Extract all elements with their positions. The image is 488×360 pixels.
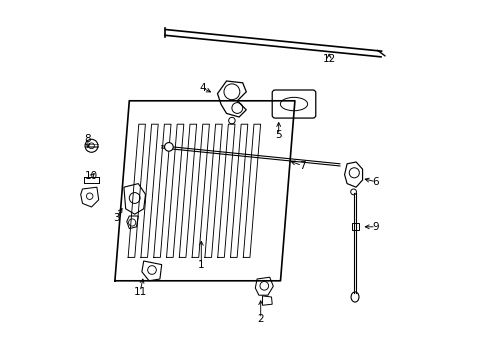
Text: 9: 9	[372, 222, 378, 232]
Text: 5: 5	[275, 130, 282, 140]
Text: 12: 12	[322, 54, 335, 64]
Text: 8: 8	[84, 134, 91, 144]
Text: 4: 4	[200, 83, 206, 93]
Text: 7: 7	[298, 161, 305, 171]
Text: 10: 10	[85, 171, 98, 181]
Text: 3: 3	[113, 213, 120, 223]
Text: 1: 1	[198, 260, 204, 270]
Text: 11: 11	[133, 287, 146, 297]
Circle shape	[164, 143, 173, 151]
Text: 6: 6	[372, 177, 378, 187]
Text: 2: 2	[257, 314, 264, 324]
